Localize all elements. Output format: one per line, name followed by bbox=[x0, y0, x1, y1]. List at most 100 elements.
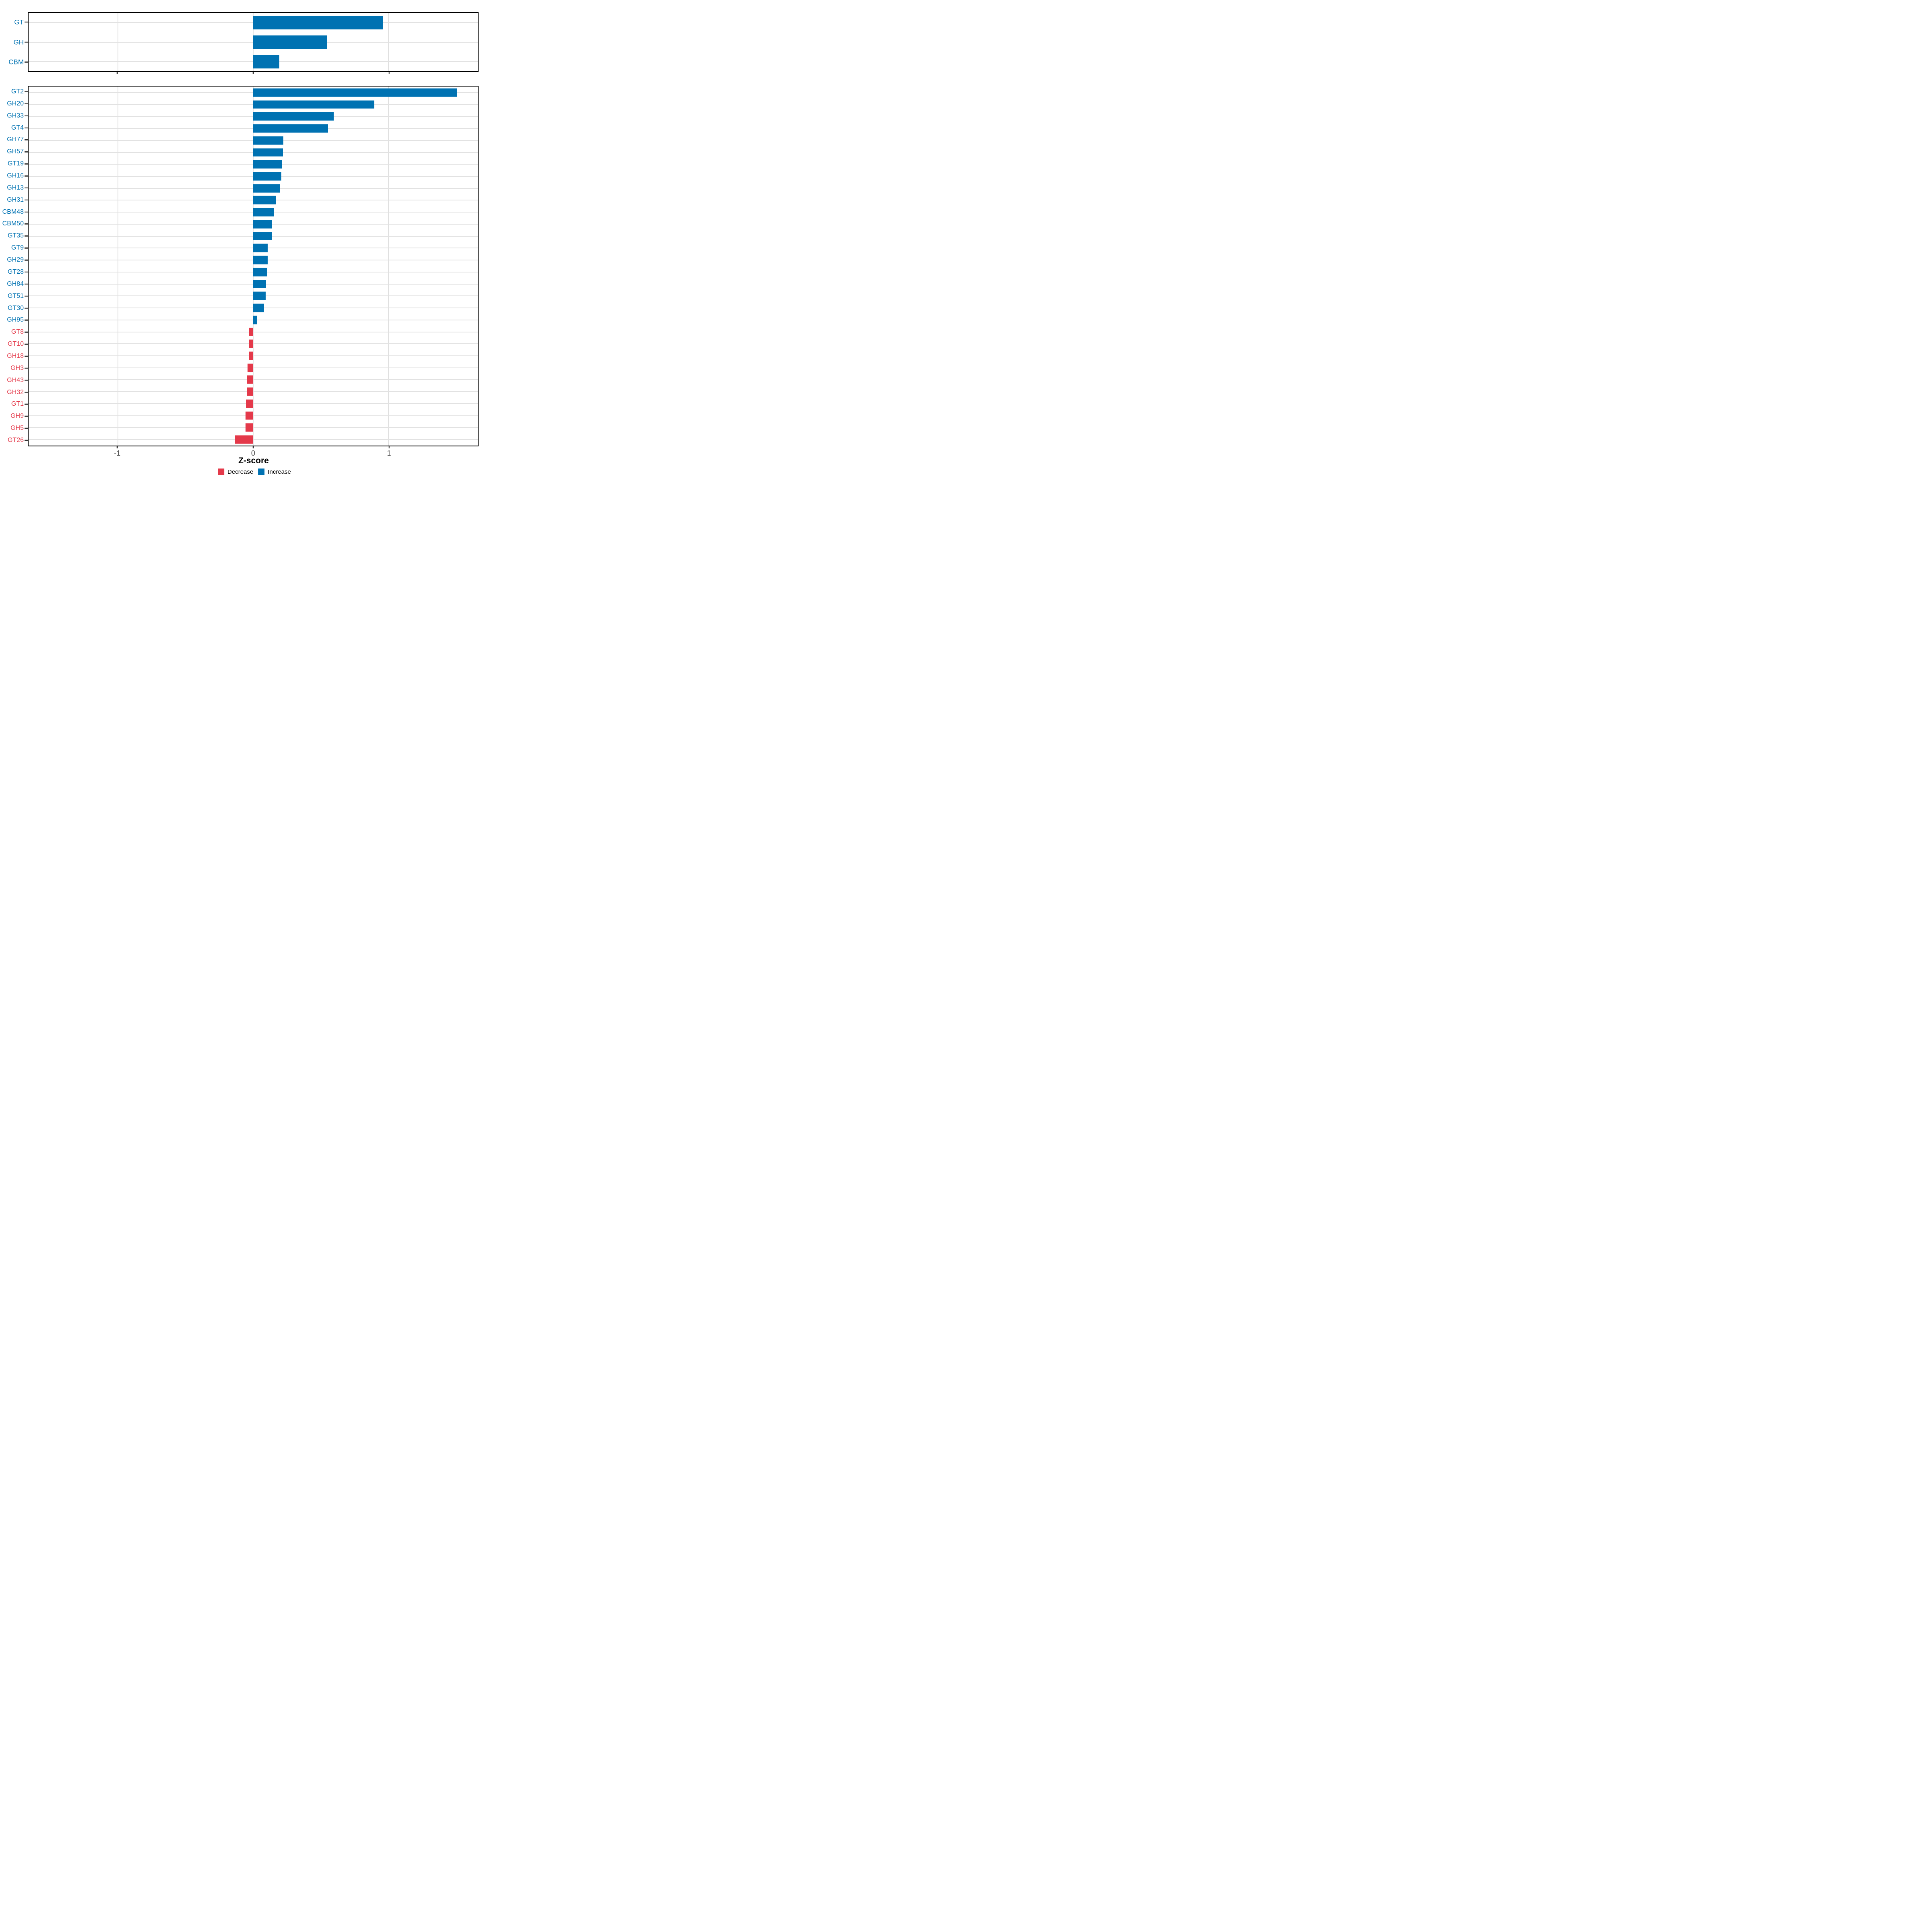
y-axis-label-gh20: GH20 bbox=[7, 100, 24, 107]
y-tick-mark bbox=[25, 355, 28, 357]
x-tick-label: 1 bbox=[387, 449, 391, 457]
y-tick-mark bbox=[25, 127, 28, 128]
y-tick-mark bbox=[25, 163, 28, 165]
y-tick-mark bbox=[25, 115, 28, 116]
row-gridline bbox=[29, 439, 478, 440]
y-tick-mark bbox=[25, 308, 28, 309]
y-axis-label-gt: GT bbox=[14, 18, 24, 26]
x-tick-mark bbox=[252, 446, 254, 448]
bar-gt10 bbox=[249, 339, 253, 348]
bar-gt2 bbox=[253, 88, 457, 97]
bar-gt4 bbox=[253, 124, 328, 133]
bar-cbm50 bbox=[253, 220, 272, 229]
y-tick-mark bbox=[25, 235, 28, 237]
x-tick-label: 0 bbox=[251, 449, 256, 457]
y-axis-label-gt4: GT4 bbox=[11, 124, 24, 131]
bar-gh57 bbox=[253, 148, 283, 157]
y-axis-label-gt26: GT26 bbox=[7, 437, 24, 444]
y-axis-label-gt19: GT19 bbox=[7, 160, 24, 167]
x-gridline bbox=[388, 87, 389, 446]
bar-gh9 bbox=[246, 411, 253, 420]
bar-gh84 bbox=[253, 280, 266, 288]
y-axis-label-gt30: GT30 bbox=[7, 304, 24, 312]
legend-swatch-decrease bbox=[218, 469, 225, 475]
y-tick-mark bbox=[25, 41, 28, 43]
bar-gh95 bbox=[253, 316, 257, 324]
y-axis-label-gh16: GH16 bbox=[7, 172, 24, 179]
row-gridline bbox=[29, 403, 478, 404]
y-tick-mark bbox=[25, 187, 28, 189]
y-axis-label-gh95: GH95 bbox=[7, 316, 24, 324]
y-axis-label-gt1: GT1 bbox=[11, 400, 24, 408]
row-gridline bbox=[29, 367, 478, 368]
bar-gh16 bbox=[253, 172, 281, 181]
y-tick-mark bbox=[25, 259, 28, 261]
y-axis-label-gh32: GH32 bbox=[7, 388, 24, 396]
y-axis-label-gt51: GT51 bbox=[7, 292, 24, 299]
y-tick-mark bbox=[25, 199, 28, 200]
bar-gt1 bbox=[246, 399, 253, 408]
y-axis-label-gh84: GH84 bbox=[7, 280, 24, 287]
zscore-bar-figure: Z-score Decrease Increase GT GH CBM GT2 GH20 G… bbox=[0, 0, 483, 483]
y-tick-mark bbox=[25, 211, 28, 213]
bar-gh18 bbox=[248, 351, 253, 360]
y-axis-label-gh43: GH43 bbox=[7, 376, 24, 384]
y-axis-label-gh33: GH33 bbox=[7, 112, 24, 119]
y-tick-mark bbox=[25, 21, 28, 23]
y-axis-label-gh77: GH77 bbox=[7, 136, 24, 143]
legend-item-decrease: Decrease bbox=[218, 469, 253, 475]
bar-gh5 bbox=[246, 423, 253, 432]
bar-gh20 bbox=[253, 100, 375, 109]
y-axis-label-gh5: GH5 bbox=[10, 425, 24, 432]
panel-family-detail bbox=[28, 86, 479, 446]
row-gridline bbox=[29, 427, 478, 428]
y-axis-label-gh9: GH9 bbox=[10, 413, 24, 420]
y-axis-label-gh57: GH57 bbox=[7, 148, 24, 155]
y-axis-label-gh3: GH3 bbox=[10, 364, 24, 372]
bar-gt9 bbox=[253, 244, 268, 252]
y-tick-mark bbox=[25, 295, 28, 297]
panel-category-summary bbox=[28, 12, 479, 72]
legend-swatch-increase bbox=[258, 469, 265, 475]
y-axis-label-gh18: GH18 bbox=[7, 353, 24, 359]
bar-gh43 bbox=[247, 376, 253, 384]
y-axis-label-cbm: CBM bbox=[8, 58, 24, 66]
x-axis-title: Z-score bbox=[238, 456, 269, 465]
bar-gh13 bbox=[253, 184, 281, 193]
x-tick-mark bbox=[117, 72, 118, 74]
y-axis-label-cbm50: CBM50 bbox=[2, 220, 24, 227]
legend: Decrease Increase bbox=[218, 469, 291, 475]
x-tick-mark bbox=[252, 72, 254, 74]
bar-gh33 bbox=[253, 112, 334, 121]
y-tick-mark bbox=[25, 151, 28, 153]
y-tick-mark bbox=[25, 332, 28, 333]
y-axis-label-gt10: GT10 bbox=[7, 341, 24, 348]
x-tick-label: -1 bbox=[114, 449, 121, 457]
y-tick-mark bbox=[25, 416, 28, 417]
bar-gt bbox=[253, 16, 383, 30]
legend-label-increase: Increase bbox=[268, 468, 291, 475]
x-tick-mark bbox=[117, 446, 118, 448]
y-axis-label-gh: GH bbox=[13, 38, 24, 46]
y-tick-mark bbox=[25, 320, 28, 321]
y-tick-mark bbox=[25, 175, 28, 177]
y-axis-label-gh13: GH13 bbox=[7, 184, 24, 191]
y-tick-mark bbox=[25, 271, 28, 273]
y-tick-mark bbox=[25, 380, 28, 381]
bar-gh3 bbox=[247, 363, 253, 372]
bar-cbm48 bbox=[253, 208, 274, 217]
y-axis-label-gt28: GT28 bbox=[7, 268, 24, 275]
bar-gh bbox=[253, 35, 328, 49]
y-tick-mark bbox=[25, 404, 28, 405]
row-gridline bbox=[29, 355, 478, 356]
row-gridline bbox=[29, 391, 478, 392]
row-gridline bbox=[29, 415, 478, 416]
y-tick-mark bbox=[25, 61, 28, 63]
x-gridline bbox=[253, 87, 254, 446]
y-axis-label-gh29: GH29 bbox=[7, 256, 24, 264]
bar-gt30 bbox=[253, 303, 264, 312]
y-tick-mark bbox=[25, 283, 28, 285]
bar-gh31 bbox=[253, 196, 276, 204]
y-tick-mark bbox=[25, 440, 28, 441]
y-tick-mark bbox=[25, 392, 28, 393]
